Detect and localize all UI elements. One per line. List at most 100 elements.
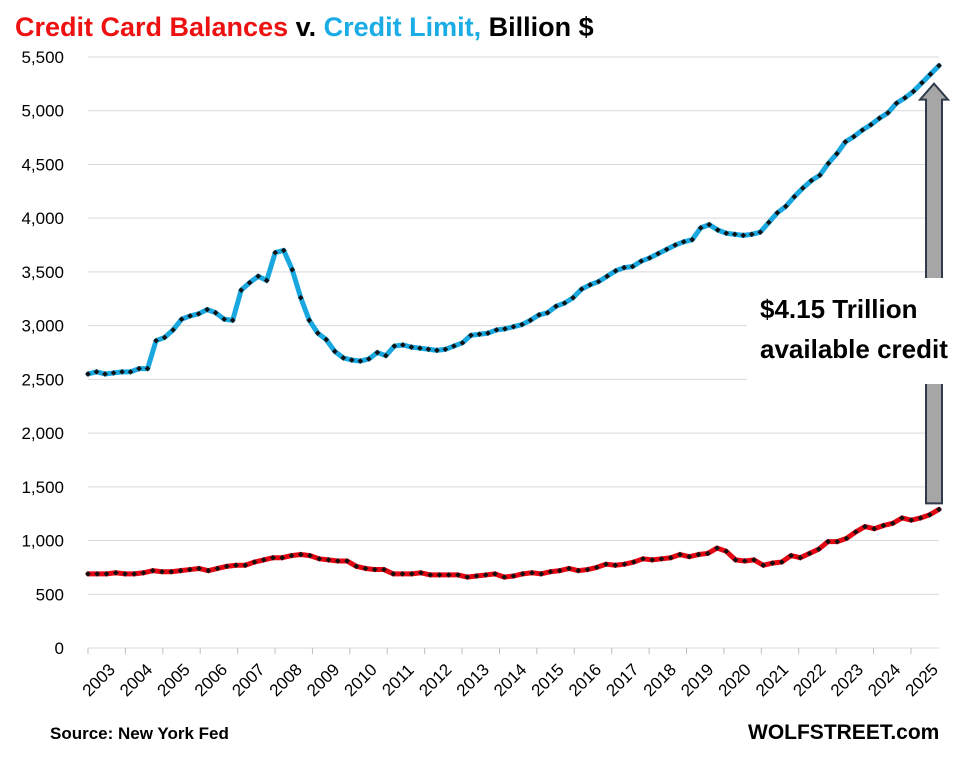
data-point [740, 232, 747, 239]
data-point [899, 515, 905, 521]
data-point [529, 569, 535, 576]
data-point [714, 227, 721, 233]
data-point [782, 203, 789, 210]
data-point [502, 326, 508, 332]
x-tick-label: 2006 [191, 660, 231, 700]
y-tick-label: 3,500 [21, 263, 64, 282]
data-point [519, 571, 526, 577]
x-tick-label: 2012 [415, 660, 455, 700]
data-point [834, 538, 841, 545]
data-point [357, 358, 364, 364]
data-point [464, 574, 471, 580]
data-point [144, 365, 151, 372]
data-point [621, 264, 627, 271]
data-point [436, 572, 443, 578]
data-point [629, 263, 636, 270]
data-point [127, 369, 134, 375]
data-point [667, 554, 674, 561]
data-point [280, 247, 287, 254]
data-point [769, 560, 776, 566]
data-point [547, 568, 554, 575]
data-point [140, 569, 147, 576]
x-tick-label: 2013 [453, 660, 493, 700]
data-point [238, 287, 245, 294]
data-point [908, 517, 915, 523]
data-point [260, 557, 267, 563]
data-point [646, 255, 653, 261]
data-point [893, 100, 900, 107]
y-tick-label: 4,000 [21, 209, 64, 228]
data-point [510, 573, 517, 579]
data-point [603, 561, 609, 568]
data-point [889, 520, 896, 527]
data-point [195, 310, 202, 317]
data-point [714, 545, 720, 551]
y-tick-label: 1,000 [21, 532, 64, 551]
data-point [383, 352, 389, 359]
data-point [695, 551, 702, 558]
data-point [697, 225, 704, 231]
data-point [186, 566, 193, 573]
data-point [177, 567, 184, 574]
data-point [316, 555, 323, 562]
data-point [868, 121, 874, 128]
data-point [344, 558, 350, 564]
data-point [425, 346, 432, 353]
data-point [149, 567, 156, 574]
data-point [492, 571, 498, 577]
data-point [704, 550, 711, 557]
data-point [544, 309, 551, 316]
data-point [843, 535, 850, 542]
x-tick-label: 2016 [565, 660, 605, 700]
data-point [584, 566, 591, 573]
data-point [536, 312, 542, 318]
data-point [306, 317, 313, 324]
data-point [246, 279, 253, 286]
data-point [451, 343, 457, 349]
x-tick-label: 2021 [752, 660, 792, 700]
data-point [774, 209, 781, 216]
gridlines [88, 56, 939, 649]
data-point [862, 523, 868, 530]
x-tick-label: 2015 [528, 660, 568, 700]
data-point [501, 574, 508, 580]
data-point [612, 562, 619, 569]
data-point [561, 300, 568, 306]
data-point [178, 316, 185, 323]
y-tick-label: 1,500 [21, 478, 64, 497]
series-credit-card-balances [85, 506, 942, 580]
y-tick-label: 4,500 [21, 155, 64, 174]
data-point [153, 337, 159, 344]
data-point [408, 344, 415, 350]
data-point [797, 554, 804, 561]
data-point [936, 62, 942, 69]
x-tick-label: 2024 [864, 660, 904, 700]
data-point [85, 371, 91, 377]
x-tick-label: 2022 [789, 660, 829, 700]
data-point [196, 565, 202, 572]
x-axis: 2003200420052006200720082009201020112012… [79, 647, 942, 700]
data-point [815, 546, 822, 552]
data-point [85, 571, 91, 577]
data-point [381, 566, 387, 573]
x-tick-label: 2025 [902, 660, 942, 700]
data-point [417, 345, 423, 352]
data-point [263, 277, 270, 284]
x-tick-label: 2018 [640, 660, 680, 700]
annotation-box [747, 278, 967, 384]
data-point [566, 565, 572, 572]
data-point [689, 236, 696, 243]
data-point [917, 515, 924, 521]
x-tick-label: 2014 [490, 660, 530, 700]
data-point [408, 571, 415, 577]
data-point [876, 115, 883, 122]
data-point [212, 309, 219, 316]
data-point [621, 561, 628, 568]
data-point [325, 557, 332, 563]
data-point [926, 511, 933, 518]
data-point [748, 231, 755, 238]
x-tick-label: 2023 [827, 660, 867, 700]
data-point [102, 371, 108, 377]
chart-title: Credit Card Balances v. Credit Limit, Bi… [15, 12, 594, 42]
